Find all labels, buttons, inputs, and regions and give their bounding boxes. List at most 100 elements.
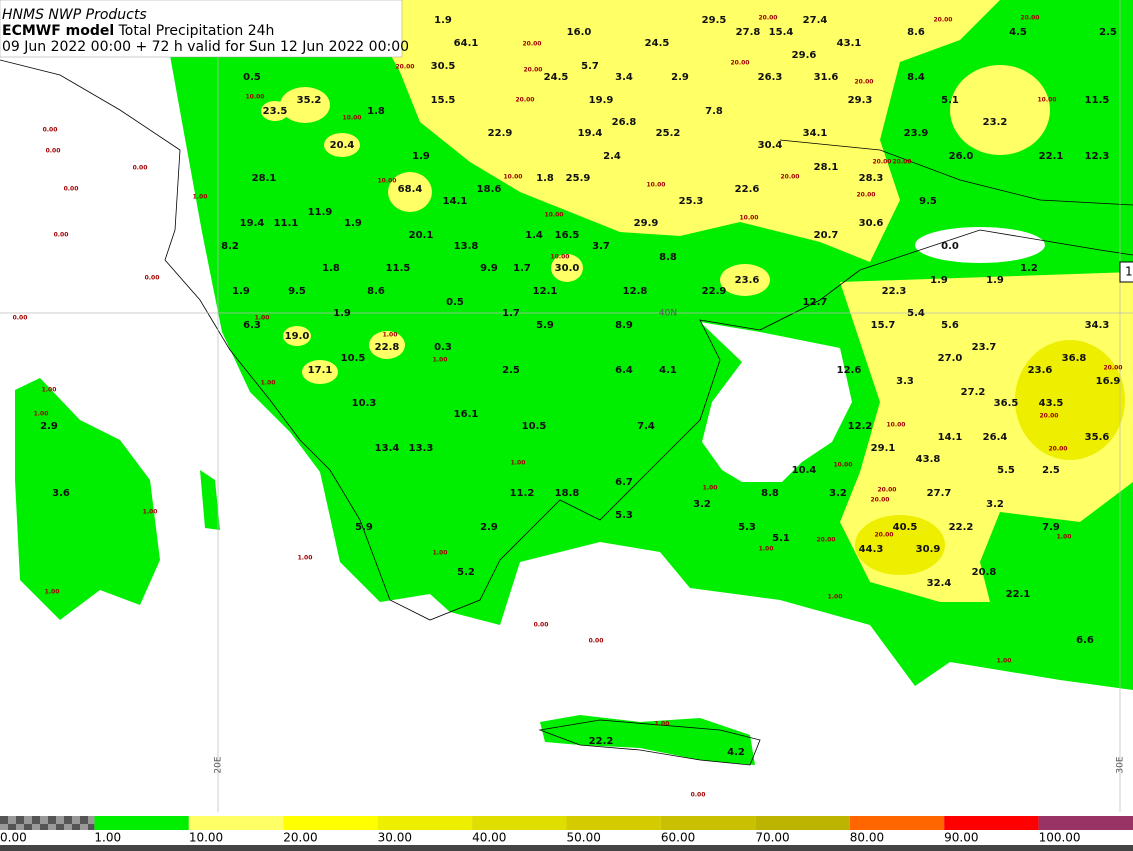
precip-value: 20.7 [814,230,839,241]
precip-value: 17.1 [308,365,333,376]
precip-value: 25.9 [566,173,591,184]
precip-value: 12.1 [533,286,558,297]
grid-value: 20.00 [781,174,800,181]
legend-swatch [849,816,945,830]
precip-value: 27.0 [938,353,963,364]
legend-swatch [755,816,850,830]
grid-value: 0.00 [534,622,549,629]
precip-value: 22.1 [1006,589,1031,600]
precip-value: 8.2 [221,241,239,252]
precip-value: 12.6 [837,365,862,376]
precip-value: 43.8 [916,454,941,465]
legend-swatch [1038,816,1133,830]
precip-value: 0.5 [446,297,464,308]
precip-value: 29.9 [634,218,659,229]
precip-value: 1.2 [1020,263,1038,274]
precip-value: 28.1 [252,173,277,184]
precip-value: 44.3 [859,544,884,555]
grid-value: 1.00 [511,460,526,467]
precip-value: 8.8 [761,488,779,499]
precip-value: 1.8 [322,263,340,274]
legend: 0.00 1.00 10.00 20.00 30.00 40.00 50.00 60.00 70… [0,816,1133,845]
precip-value: 16.0 [567,27,592,38]
legend-swatch [0,816,95,830]
grid-value: 1.00 [703,485,718,492]
grid-value: 20.00 [875,532,894,539]
precip-value: 35.2 [297,95,322,106]
legend-swatch [377,816,473,830]
precip-value: 0.5 [243,72,261,83]
precip-value: 16.9 [1096,376,1121,387]
precip-value: 4.2 [727,747,745,758]
grid-value: 20.00 [524,67,543,74]
precip-value: 25.3 [679,196,704,207]
precip-value: 10.5 [522,421,547,432]
precip-value: 18.8 [555,488,580,499]
precip-value: 68.4 [398,184,423,195]
precip-value: 30.6 [859,218,884,229]
grid-value: 20.00 [1104,365,1123,372]
precip-value: 12.7 [803,297,828,308]
header-box [0,0,403,58]
precip-value: 28.1 [814,162,839,173]
model: ECMWF model [2,23,114,39]
legend-swatch [660,816,756,830]
precip-value: 20.4 [330,140,355,151]
precip-value: 14.1 [443,196,468,207]
grid-value: 1.00 [1057,534,1072,541]
legend-swatch [94,816,189,830]
grid-value: 0.00 [691,792,706,799]
precip-value: 34.3 [1085,320,1110,331]
grid-value: 10.00 [504,174,523,181]
grid-value: 1.00 [433,357,448,364]
precip-value: 2.9 [480,522,498,533]
grid-value: 10.00 [740,215,759,222]
precip-value: 8.4 [907,72,925,83]
graticule [0,0,1133,812]
precip-value: 1.9 [434,15,452,26]
precip-value: 43.1 [837,38,862,49]
precip-value: 26.0 [949,151,974,162]
precip-value: 19.0 [285,331,310,342]
precip-value: 30.5 [431,61,456,72]
precip-value: 9.5 [288,286,306,297]
precip-value: 2.5 [1042,465,1060,476]
grid-value: 1.00 [45,589,60,596]
precip-value: 3.6 [52,488,70,499]
precip-value: 10.4 [792,465,817,476]
precip-value: 22.6 [735,184,760,195]
legend-label: 70.00 [755,831,789,845]
precip-value: 16.5 [555,230,580,241]
precip-value: 19.4 [240,218,265,229]
legend-label: 10.00 [189,831,223,845]
precip-value: 5.2 [457,567,475,578]
precip-value: 15.4 [769,27,794,38]
grid-value: 20.00 [857,192,876,199]
precip-value: 5.5 [997,465,1015,476]
precip-value: 20.8 [972,567,997,578]
grid-value: 20.00 [1049,446,1068,453]
precip-value: 15.5 [431,95,456,106]
precip-value: 23.2 [983,117,1008,128]
precip-value: 27.8 [736,27,761,38]
grid-value: 10.00 [246,94,265,101]
precip-value: 6.6 [1076,635,1094,646]
precip-value: 19.4 [578,128,603,139]
precip-value: 6.3 [243,320,261,331]
legend-label: 30.00 [378,831,412,845]
precip-value: 30.9 [916,544,941,555]
legend-label: 0.00 [0,831,27,845]
legend-swatch [566,816,661,830]
precip-value: 31.6 [814,72,839,83]
precip-value: 2.5 [502,365,520,376]
precip-value: 1.7 [502,308,520,319]
precip-value: 5.9 [355,522,373,533]
precip-value: 35.6 [1085,432,1110,443]
precip-value: 3.3 [896,376,914,387]
grid-value: 1.00 [759,546,774,553]
precip-value: 29.6 [792,50,817,61]
legend-swatch [188,816,284,830]
edge-box [1119,261,1133,283]
grid-value: 1.00 [655,721,670,728]
